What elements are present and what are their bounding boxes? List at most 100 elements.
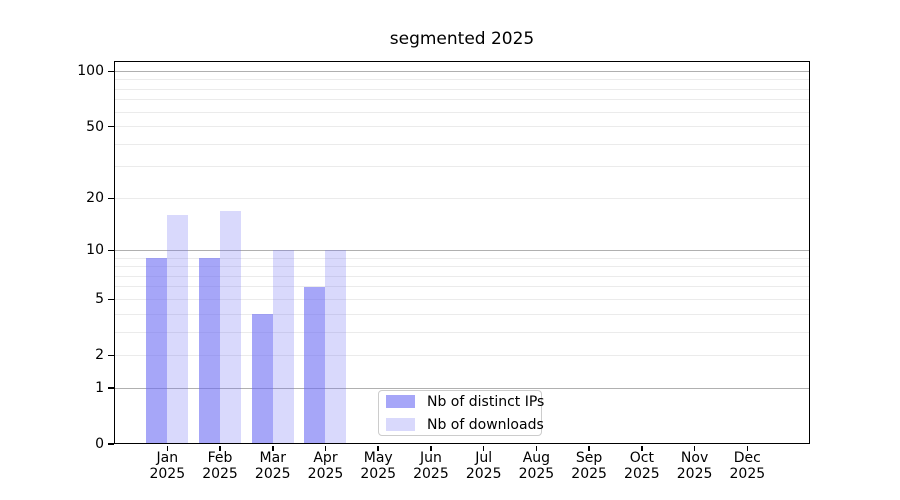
- x-tick-year-mar: 2025: [254, 465, 291, 482]
- x-tick-month-mar: Mar: [259, 450, 286, 466]
- x-tick-label-oct: Oct 2025: [600, 450, 684, 482]
- legend: Nb of distinct IPs Nb of downloads: [378, 390, 545, 436]
- y-tick-label-100: 100: [77, 63, 104, 80]
- bar-downloads-apr: [325, 250, 347, 444]
- x-tick-label-jan: Jan 2025: [125, 450, 209, 482]
- x-tick-year-jul: 2025: [465, 465, 502, 482]
- x-tick-month-feb: Feb: [207, 450, 233, 466]
- y-tick-5: [108, 298, 114, 301]
- bar-downloads-jan: [167, 215, 189, 444]
- y-gridline-major-1: [114, 387, 810, 389]
- x-tick-label-mar: Mar 2025: [231, 450, 315, 482]
- y-gridline-major-100: [114, 70, 810, 72]
- y-tick-2: [108, 354, 114, 357]
- x-tick-label-dec: Dec 2025: [705, 450, 789, 482]
- x-tick-jun: [430, 445, 432, 451]
- y-tick-label-50: 50: [86, 118, 104, 135]
- bar-ips-mar: [251, 314, 273, 444]
- y-gridline-major-10: [114, 249, 810, 251]
- y-tick-label-0: 0: [95, 436, 104, 452]
- bar-ips-apr: [304, 286, 326, 444]
- y-gridline-minor-7: [114, 275, 810, 277]
- x-tick-year-jun: 2025: [413, 465, 449, 482]
- x-tick-year-may: 2025: [360, 465, 397, 482]
- x-tick-month-apr: Apr: [313, 450, 338, 466]
- y-gridline-minor-2: [114, 354, 810, 356]
- y-tick-label-5: 5: [95, 291, 104, 308]
- x-tick-month-jun: Jun: [420, 450, 442, 466]
- x-tick-mar: [272, 445, 274, 451]
- x-tick-year-feb: 2025: [202, 465, 238, 482]
- y-gridline-minor-8: [114, 266, 810, 268]
- y-gridline-minor-80: [114, 88, 810, 90]
- x-tick-nov: [693, 445, 696, 451]
- x-tick-may: [377, 445, 379, 451]
- bar-ips-jan: [146, 258, 168, 444]
- y-tick-20: [108, 197, 114, 199]
- x-tick-jan: [166, 445, 169, 451]
- x-tick-month-jan: Jan: [156, 450, 179, 466]
- x-tick-year-sep: 2025: [571, 465, 607, 482]
- x-tick-month-dec: Dec: [733, 450, 761, 466]
- legend-swatch-distinct-ips-icon: [386, 395, 415, 408]
- x-tick-year-aug: 2025: [518, 465, 555, 482]
- y-tick-label-1: 1: [95, 380, 104, 397]
- bar-ips-feb: [199, 258, 221, 444]
- legend-item-downloads: Nb of downloads: [386, 416, 544, 433]
- chart-title: segmented 2025: [389, 29, 535, 49]
- x-tick-aug: [535, 445, 538, 451]
- y-tick-100: [108, 70, 114, 73]
- bar-downloads-feb: [220, 210, 242, 444]
- y-gridline-minor-30: [114, 166, 810, 168]
- legend-label-downloads: Nb of downloads: [427, 416, 544, 433]
- x-tick-label-jun: Jun 2025: [389, 450, 473, 482]
- y-tick-0: [108, 443, 114, 445]
- x-tick-month-oct: Oct: [629, 450, 654, 466]
- x-tick-sep: [588, 445, 590, 451]
- plot-area: [114, 61, 810, 444]
- y-tick-1: [108, 387, 114, 389]
- x-tick-jul: [482, 445, 485, 451]
- y-gridline-minor-3: [114, 331, 810, 333]
- x-tick-month-nov: Nov: [680, 450, 709, 466]
- y-tick-label-20: 20: [86, 190, 104, 207]
- x-tick-year-jan: 2025: [149, 465, 186, 482]
- x-tick-label-apr: Apr 2025: [283, 450, 367, 482]
- y-tick-50: [108, 125, 114, 128]
- x-tick-label-jul: Jul 2025: [442, 450, 526, 482]
- y-gridline-minor-40: [114, 143, 810, 145]
- x-tick-month-jul: Jul: [475, 450, 493, 466]
- y-gridline-minor-90: [114, 79, 810, 81]
- x-tick-label-may: May 2025: [336, 450, 420, 482]
- y-gridline-minor-4: [114, 313, 810, 315]
- x-tick-dec: [746, 445, 749, 451]
- y-gridline-minor-50: [114, 126, 810, 128]
- x-tick-year-nov: 2025: [676, 465, 713, 482]
- x-tick-label-aug: Aug 2025: [494, 450, 578, 482]
- legend-item-distinct-ips: Nb of distinct IPs: [386, 393, 545, 410]
- x-tick-month-may: May: [363, 450, 393, 466]
- x-tick-label-sep: Sep 2025: [547, 450, 631, 482]
- x-tick-label-nov: Nov 2025: [653, 450, 737, 482]
- x-tick-month-sep: Sep: [575, 450, 603, 466]
- y-gridline-minor-70: [114, 99, 810, 101]
- legend-label-distinct-ips: Nb of distinct IPs: [427, 393, 545, 410]
- y-gridline-minor-5: [114, 298, 810, 300]
- y-tick-label-2: 2: [95, 347, 104, 364]
- x-tick-year-apr: 2025: [307, 465, 344, 482]
- x-tick-month-aug: Aug: [522, 450, 551, 466]
- y-gridline-minor-9: [114, 257, 810, 259]
- y-gridline-minor-20: [114, 197, 810, 199]
- x-tick-feb: [219, 445, 221, 451]
- x-tick-year-oct: 2025: [624, 465, 660, 482]
- x-tick-year-dec: 2025: [729, 465, 766, 482]
- y-tick-10: [108, 249, 114, 252]
- x-tick-apr: [324, 445, 327, 451]
- bar-downloads-mar: [272, 250, 294, 444]
- y-gridline-minor-60: [114, 111, 810, 113]
- legend-swatch-downloads-icon: [386, 418, 415, 431]
- x-tick-label-feb: Feb 2025: [178, 450, 262, 482]
- y-tick-label-10: 10: [86, 242, 104, 259]
- x-tick-oct: [641, 445, 643, 451]
